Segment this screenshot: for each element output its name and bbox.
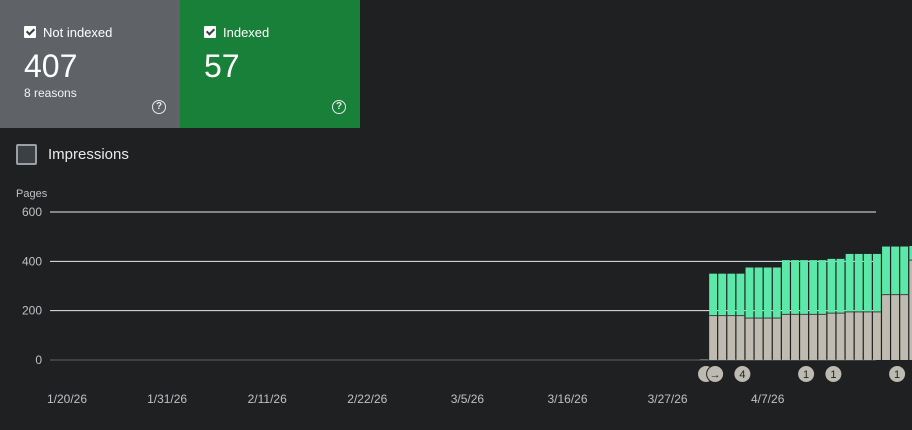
annotation-marker[interactable]: [797, 365, 816, 383]
indexed-label: Indexed: [223, 24, 270, 40]
checkbox-checked-icon[interactable]: [24, 26, 36, 38]
impressions-toggle[interactable]: Impressions: [16, 144, 129, 165]
bar-indexed[interactable]: [845, 253, 854, 312]
bar-not-indexed[interactable]: [863, 311, 872, 360]
x-tick-label: 3/16/26: [547, 392, 587, 406]
pages-chart: 600 400 200 0 4 1 1 1 → 1/20/26 1/31/26 2/11/26 2/…: [22, 205, 912, 406]
bar-indexed[interactable]: [900, 246, 909, 295]
impressions-label: Impressions: [48, 146, 129, 163]
annotation-label: 4: [739, 369, 745, 381]
bar-indexed[interactable]: [781, 260, 790, 315]
annotation-label: 1: [830, 369, 836, 381]
bar-not-indexed[interactable]: [800, 314, 809, 360]
bar-indexed[interactable]: [754, 267, 763, 319]
bar-indexed[interactable]: [745, 267, 754, 319]
bar-indexed[interactable]: [736, 273, 745, 316]
bar-not-indexed[interactable]: [791, 314, 799, 360]
x-tick-label: 2/22/26: [347, 392, 387, 406]
bar-not-indexed[interactable]: [882, 294, 890, 360]
x-tick-label: 4/7/26: [751, 392, 785, 406]
y-tick-label: 200: [22, 304, 42, 318]
y-tick-label: 400: [22, 254, 42, 268]
x-tick-label: 2/11/26: [248, 392, 287, 406]
bar-indexed[interactable]: [891, 246, 900, 295]
bar-not-indexed[interactable]: [854, 311, 863, 360]
bar-indexed[interactable]: [872, 253, 881, 312]
bar-not-indexed[interactable]: [900, 294, 909, 360]
x-tick-label: 3/5/26: [451, 392, 485, 406]
y-axis-title: Pages: [16, 188, 48, 200]
y-tick-label: 600: [22, 205, 42, 219]
indexed-count: 57: [204, 48, 240, 84]
annotation-marker[interactable]: [824, 365, 843, 383]
bar-not-indexed[interactable]: [709, 315, 718, 360]
bar-indexed[interactable]: [854, 253, 863, 312]
report-cards: Not indexed 407 8 reasons ? Indexed 57 ?: [0, 0, 360, 128]
checkbox-unchecked-icon[interactable]: [16, 144, 37, 165]
bar-not-indexed[interactable]: [909, 260, 912, 360]
y-tick-label: 0: [35, 353, 42, 367]
bar-indexed[interactable]: [791, 260, 799, 315]
x-tick-label: 1/31/26: [147, 392, 187, 406]
annotations: 4 1 1 1 →: [697, 365, 907, 383]
bar-indexed[interactable]: [763, 267, 772, 319]
bar-indexed[interactable]: [827, 258, 836, 314]
x-tick-label: 1/20/26: [47, 392, 87, 406]
bar-indexed[interactable]: [882, 246, 890, 295]
bar-indexed[interactable]: [809, 260, 818, 315]
annotation-marker[interactable]: [706, 365, 725, 383]
indexed-card[interactable]: Indexed 57 ?: [180, 0, 360, 128]
checkbox-checked-icon[interactable]: [204, 26, 216, 38]
bar-not-indexed[interactable]: [718, 315, 727, 360]
not-indexed-header: Not indexed: [24, 24, 180, 40]
annotation-label: 1: [894, 369, 900, 381]
bar-not-indexed[interactable]: [891, 294, 900, 360]
y-ticks: 600 400 200 0: [22, 205, 42, 367]
bar-not-indexed[interactable]: [727, 315, 736, 360]
not-indexed-label: Not indexed: [43, 24, 113, 40]
bar-indexed[interactable]: [718, 273, 727, 316]
bar-not-indexed[interactable]: [772, 318, 781, 360]
bar-indexed[interactable]: [800, 260, 809, 315]
bars: [700, 246, 912, 360]
bar-not-indexed[interactable]: [818, 314, 827, 360]
not-indexed-count: 407: [24, 48, 78, 84]
bar-not-indexed[interactable]: [809, 314, 818, 360]
annotation-label: 1: [803, 369, 809, 381]
bar-indexed[interactable]: [909, 246, 912, 261]
bar-not-indexed[interactable]: [745, 318, 754, 360]
bar-indexed[interactable]: [836, 258, 845, 314]
help-icon[interactable]: ?: [152, 100, 166, 114]
arrow-right-icon: →: [710, 369, 721, 381]
bar-indexed[interactable]: [709, 273, 718, 316]
annotation-marker[interactable]: [733, 365, 752, 383]
bar-indexed[interactable]: [818, 260, 827, 315]
bar-not-indexed[interactable]: [736, 315, 745, 360]
bar-not-indexed[interactable]: [836, 313, 845, 360]
bar-indexed[interactable]: [772, 267, 781, 319]
not-indexed-reasons: 8 reasons: [24, 86, 77, 100]
bar-not-indexed[interactable]: [781, 314, 790, 360]
bar-indexed[interactable]: [727, 273, 736, 316]
not-indexed-card[interactable]: Not indexed 407 8 reasons ?: [0, 0, 180, 128]
bar-indexed[interactable]: [863, 253, 872, 312]
bar-not-indexed[interactable]: [827, 313, 836, 360]
annotation-marker[interactable]: [888, 365, 907, 383]
indexed-header: Indexed: [204, 24, 360, 40]
bar-not-indexed[interactable]: [754, 318, 763, 360]
bar-not-indexed[interactable]: [763, 318, 772, 360]
x-ticks: 1/20/26 1/31/26 2/11/26 2/22/26 3/5/26 3/16/2…: [47, 392, 785, 406]
x-tick-label: 3/27/26: [648, 392, 688, 406]
bar-not-indexed[interactable]: [872, 311, 881, 360]
help-icon[interactable]: ?: [332, 100, 346, 114]
bar-not-indexed[interactable]: [845, 311, 854, 360]
